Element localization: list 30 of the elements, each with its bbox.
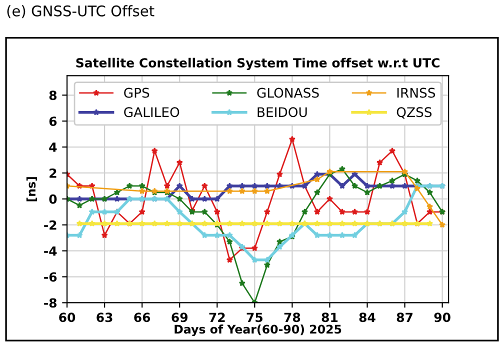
- chart-title: Satellite Constellation System Time offset w.r.t UTC: [76, 58, 440, 70]
- y-tick-label: -4: [44, 246, 57, 256]
- x-tick-label: 78: [284, 312, 300, 322]
- text: (e) GNSS-UTC Offset: [7, 5, 154, 18]
- x-tick-label: 66: [134, 312, 150, 322]
- legend-label: GPS: [124, 88, 150, 98]
- legend-label: BEIDOU: [258, 107, 307, 118]
- legend-label: IRNSS: [397, 88, 436, 98]
- legend-label: GLONASS: [257, 88, 319, 98]
- x-axis-title: Days of Year(60-90) 2025: [174, 324, 342, 336]
- x-tick-label: 81: [322, 312, 338, 322]
- y-tick-label: 4: [49, 142, 57, 152]
- legend-label: QZSS: [396, 107, 432, 119]
- y-tick-label: 8: [49, 90, 57, 100]
- y-tick-label: -2: [44, 220, 56, 230]
- y-axis-title: [ns]: [26, 177, 37, 202]
- x-tick-label: 69: [172, 312, 188, 322]
- x-tick-label: 84: [359, 312, 376, 322]
- x-tick-label: 87: [396, 312, 412, 322]
- y-tick-label: -6: [44, 272, 57, 282]
- x-tick-label: 63: [96, 312, 112, 322]
- y-tick-label: -8: [44, 298, 57, 308]
- x-tick-label: 60: [59, 312, 76, 322]
- y-tick-label: 0: [49, 194, 57, 204]
- y-tick-label: 6: [49, 116, 57, 126]
- legend-label: GALILEO: [124, 107, 180, 118]
- x-tick-label: 72: [209, 312, 225, 322]
- y-tick-label: 2: [50, 168, 56, 178]
- x-tick-label: 90: [434, 312, 450, 322]
- x-tick-label: 75: [246, 312, 262, 322]
